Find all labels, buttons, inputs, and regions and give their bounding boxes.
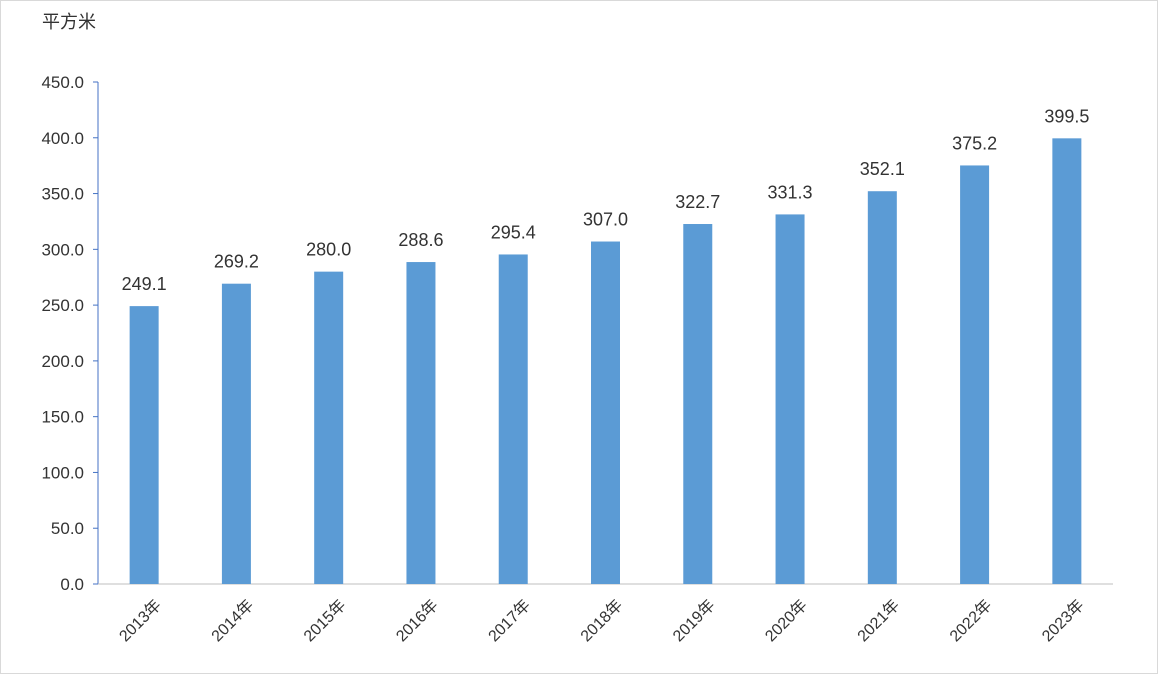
data-label: 375.2 bbox=[952, 133, 997, 153]
y-tick-label: 250.0 bbox=[41, 296, 84, 315]
x-tick-label: 2021年 bbox=[854, 596, 903, 645]
x-tick-label: 2023年 bbox=[1038, 596, 1087, 645]
data-label: 280.0 bbox=[306, 240, 351, 260]
y-tick-label: 350.0 bbox=[41, 185, 84, 204]
bar bbox=[314, 271, 344, 584]
y-tick-label: 0.0 bbox=[60, 575, 84, 594]
data-label: 249.1 bbox=[122, 274, 167, 294]
x-tick-label: 2022年 bbox=[946, 596, 995, 645]
x-tick-label: 2015年 bbox=[300, 596, 349, 645]
bar bbox=[129, 306, 159, 584]
x-tick-label: 2020年 bbox=[762, 596, 811, 645]
y-tick-label: 50.0 bbox=[51, 519, 84, 538]
bar bbox=[498, 254, 528, 584]
y-tick-label: 400.0 bbox=[41, 129, 84, 148]
bar bbox=[1052, 138, 1082, 584]
x-tick-label: 2018年 bbox=[577, 596, 626, 645]
y-tick-label: 200.0 bbox=[41, 352, 84, 371]
bar bbox=[683, 224, 713, 584]
x-tick-label: 2014年 bbox=[208, 596, 257, 645]
y-tick-label: 300.0 bbox=[41, 240, 84, 259]
y-unit-label: 平方米 bbox=[42, 12, 96, 33]
bar bbox=[867, 191, 897, 584]
bar bbox=[591, 241, 620, 584]
bar bbox=[221, 283, 251, 584]
x-tick-label: 2019年 bbox=[669, 596, 718, 645]
x-tick-label: 2017年 bbox=[485, 596, 534, 645]
y-tick-label: 150.0 bbox=[41, 408, 84, 427]
data-label: 399.5 bbox=[1044, 106, 1089, 126]
x-tick-label: 2013年 bbox=[116, 596, 165, 645]
data-label: 322.7 bbox=[675, 192, 720, 212]
data-label: 331.3 bbox=[768, 182, 813, 202]
data-label: 307.0 bbox=[583, 210, 628, 230]
data-label: 288.6 bbox=[398, 230, 443, 250]
data-label: 352.1 bbox=[860, 159, 905, 179]
x-tick-label: 2016年 bbox=[393, 596, 442, 645]
bar bbox=[775, 214, 805, 584]
y-tick-label: 450.0 bbox=[41, 73, 84, 92]
data-label: 269.2 bbox=[214, 252, 259, 272]
bar bbox=[960, 165, 990, 585]
y-tick-label: 100.0 bbox=[41, 463, 84, 482]
bar bbox=[406, 262, 436, 584]
data-label: 295.4 bbox=[491, 222, 536, 242]
